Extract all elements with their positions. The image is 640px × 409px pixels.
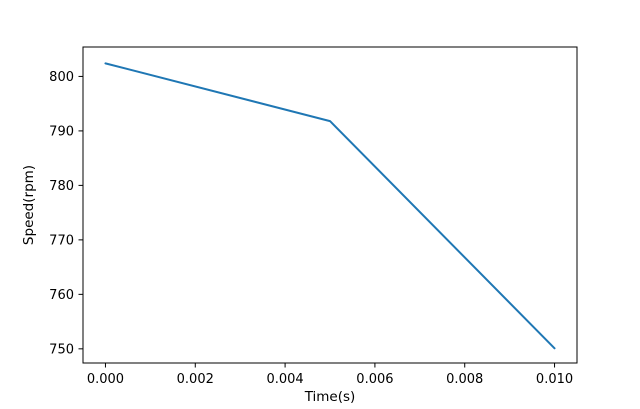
speed-line — [104, 62, 556, 350]
plot-area: 0.000 0.002 0.004 0.006 0.008 0.010 750 760 770 7… — [49, 46, 578, 387]
x-tick-label: 0.004 — [266, 372, 303, 387]
y-tick-label: 790 — [49, 124, 74, 139]
y-tick-label: 800 — [49, 70, 74, 85]
y-axis-label: Speed(rpm) — [21, 165, 37, 245]
plot-border — [82, 46, 578, 364]
y-tick-label: 750 — [49, 342, 74, 357]
x-tick-label: 0.010 — [536, 372, 573, 387]
x-tick-label: 0.000 — [87, 372, 124, 387]
y-tick-label: 770 — [49, 233, 74, 248]
y-tick-label: 760 — [49, 288, 74, 303]
x-tick-label: 0.006 — [356, 372, 393, 387]
x-tick-label: 0.008 — [446, 372, 483, 387]
x-axis-label: Time(s) — [304, 389, 356, 405]
x-tick-label: 0.002 — [177, 372, 214, 387]
y-tick-label: 780 — [49, 179, 74, 194]
